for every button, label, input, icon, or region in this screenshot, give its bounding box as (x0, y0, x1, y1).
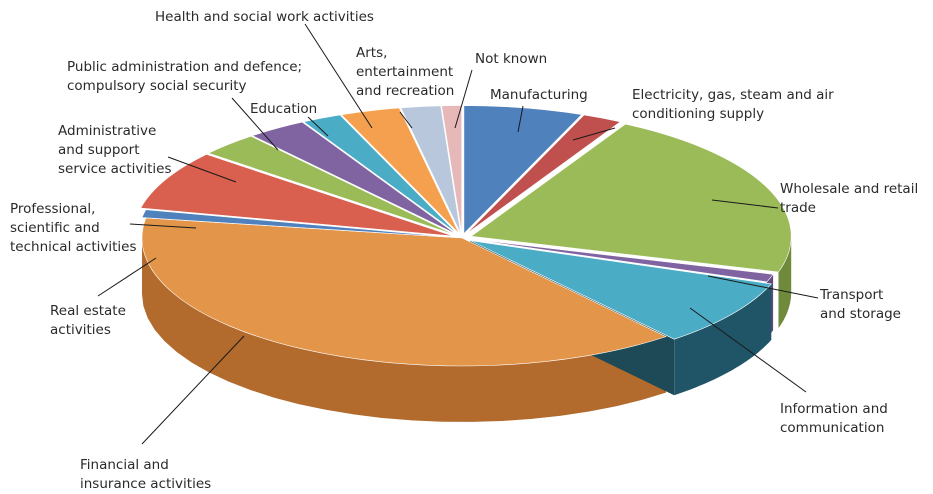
leader-line-financial-and-insurance-activities (141, 335, 245, 445)
leader-line-electricity-gas-steam-and-air-conditioning-supply (572, 127, 616, 141)
leader-line-information-and-communication (689, 307, 807, 393)
pie-slice-transport-and-storage (465, 238, 774, 283)
slice-label-health: Health and social work activities (155, 9, 374, 25)
pie-side-financial-and-insurance-activities (142, 238, 666, 422)
pie-slice-administrative-and-support-service-activities (207, 135, 456, 236)
pie-slice-professional-scientific-and-technical-activities (140, 154, 454, 237)
slice-label-administrative: Administrative and support service activ… (58, 123, 172, 177)
pie-slice-real-estate-activities (141, 209, 459, 238)
slice-label-professional: Professional, scientific and technical a… (10, 201, 137, 255)
pie-side-wholesale-and-retail-trade (778, 236, 792, 328)
slice-label-financial: Financial and insurance activities (80, 457, 212, 492)
slice-label-education: Education (250, 101, 318, 117)
leader-line-education (307, 116, 329, 137)
leader-line-real-estate-activities (97, 257, 157, 297)
slice-label-not-known: Not known (475, 51, 548, 67)
pie-slice-arts-entertainment-and-recreation (400, 105, 461, 234)
slice-label-transport: Transport and storage (820, 287, 901, 322)
pie-slices (140, 105, 792, 367)
slice-label-public-admin: Public administration and defence; compu… (67, 59, 303, 94)
slice-label-manufacturing: Manufacturing (490, 87, 588, 103)
leader-line-arts-entertainment-and-recreation (399, 111, 413, 129)
leader-line-transport-and-storage (707, 275, 819, 299)
leader-line-professional-scientific-and-technical-activities (129, 223, 197, 229)
pie-slice-financial-and-insurance-activities (141, 217, 667, 367)
slice-label-wholesale-retail: Wholesale and retail trade (780, 181, 919, 216)
pie-slice-health-and-social-work-activities (340, 107, 460, 234)
slice-label-real-estate: Real estate activities (50, 303, 126, 338)
pie-side-information-and-communication (674, 283, 772, 396)
pie-slice-electricity-gas-steam-and-air-conditioning-supply (466, 114, 622, 235)
slice-label-information: Information and communication (780, 401, 888, 436)
leader-line-wholesale-and-retail-trade (711, 199, 779, 209)
leader-line-public-administration-and-defence-compulsory-social-security (231, 97, 279, 151)
pie-slice-public-administration-and-defence-compulsory-social-security (251, 121, 457, 235)
leader-line-manufacturing (517, 105, 524, 133)
leader-line-administrative-and-support-service-activities (167, 156, 237, 183)
slice-label-electricity: Electricity, gas, steam and air conditio… (632, 87, 834, 122)
slice-label-arts: Arts, entertainment and recreation (356, 45, 455, 99)
pie-slice-manufacturing (463, 105, 583, 235)
pie-slice-wholesale-and-retail-trade (470, 123, 792, 273)
leader-lines (97, 23, 819, 445)
leader-line-not-known (454, 69, 473, 129)
pie-slice-education (302, 114, 458, 235)
leader-line-health-and-social-work-activities (304, 23, 373, 129)
